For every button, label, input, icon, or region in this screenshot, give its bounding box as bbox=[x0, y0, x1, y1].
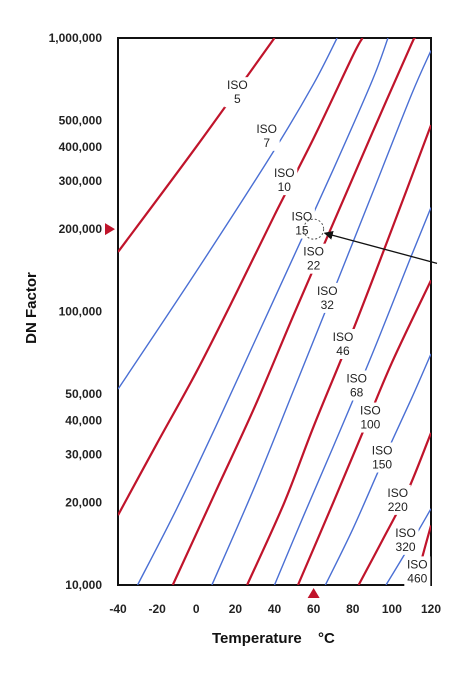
series-label-grade: 460 bbox=[407, 571, 427, 585]
operating-point-circle bbox=[303, 218, 325, 240]
series-line-iso-5 bbox=[118, 38, 276, 253]
series-label-word: ISO bbox=[227, 78, 248, 92]
series-label-bg bbox=[314, 282, 341, 313]
y-tick-label: 100,000 bbox=[59, 305, 103, 319]
series-line-iso-100 bbox=[296, 279, 431, 585]
x-axis-unit: °C bbox=[318, 630, 335, 647]
x-tick-label: 40 bbox=[268, 602, 282, 616]
series-label-grade: 68 bbox=[350, 386, 364, 400]
series-label-bg bbox=[404, 556, 431, 587]
y-axis-title: DN Factor bbox=[23, 272, 40, 344]
series-label-grade: 100 bbox=[360, 418, 380, 432]
operating-point-arrow bbox=[323, 230, 438, 264]
series-label-grade: 22 bbox=[307, 259, 321, 273]
iso-labels: ISO5ISO7ISO10ISO15ISO22ISO32ISO46ISO68IS… bbox=[224, 77, 431, 587]
series-label-bg bbox=[300, 243, 327, 274]
series-label-bg bbox=[271, 165, 298, 196]
series-label-bg bbox=[288, 208, 315, 239]
series-label-grade: 220 bbox=[388, 500, 408, 514]
series-label-word: ISO bbox=[292, 210, 313, 224]
series-line-iso-7 bbox=[118, 38, 338, 390]
series-label-grade: 150 bbox=[372, 458, 392, 472]
series-label-bg bbox=[224, 77, 251, 108]
series-label-grade: 32 bbox=[321, 298, 335, 312]
series-label-word: ISO bbox=[360, 404, 381, 418]
series-line-iso-46 bbox=[246, 124, 431, 585]
plot-frame bbox=[117, 37, 432, 586]
x-tick-label: 120 bbox=[421, 602, 441, 616]
x-tick-label: 80 bbox=[346, 602, 360, 616]
series-label-bg bbox=[329, 329, 356, 360]
y-tick-label: 30,000 bbox=[65, 448, 102, 462]
series-label-word: ISO bbox=[372, 444, 393, 458]
series-label-word: ISO bbox=[387, 486, 408, 500]
series-line-iso-15 bbox=[136, 38, 389, 585]
series-label-word: ISO bbox=[317, 284, 338, 298]
x-axis-ticks: -40 -20 0 20 40 60 80 100 120 bbox=[109, 602, 441, 616]
y-axis-ticks: 1,000,000 500,000 400,000 300,000 200,000 100… bbox=[49, 31, 103, 592]
series-label-word: ISO bbox=[274, 166, 295, 180]
y-tick-label: 300,000 bbox=[59, 174, 103, 188]
series-label-word: ISO bbox=[395, 526, 416, 540]
x-marker-arrow bbox=[307, 588, 320, 598]
series-label-grade: 46 bbox=[336, 344, 350, 358]
y-tick-label: 400,000 bbox=[59, 140, 103, 154]
series-label-word: ISO bbox=[333, 330, 354, 344]
series-label-grade: 15 bbox=[295, 224, 309, 238]
y-tick-label: 20,000 bbox=[65, 496, 102, 510]
x-tick-label: -20 bbox=[148, 602, 166, 616]
series-label-bg bbox=[343, 370, 370, 401]
y-tick-label: 200,000 bbox=[59, 222, 103, 236]
y-marker-arrow bbox=[105, 223, 115, 236]
series-line-iso-10 bbox=[118, 38, 364, 516]
x-tick-label: 0 bbox=[193, 602, 200, 616]
series-label-word: ISO bbox=[407, 557, 428, 571]
series-label-grade: 10 bbox=[278, 180, 292, 194]
series-label-word: ISO bbox=[303, 245, 324, 259]
x-axis-title: Temperature bbox=[212, 630, 302, 647]
annotations bbox=[105, 218, 438, 598]
y-tick-label: 10,000 bbox=[65, 578, 102, 592]
series-label-grade: 5 bbox=[234, 92, 241, 106]
series-label-word: ISO bbox=[256, 122, 277, 136]
y-tick-label: 50,000 bbox=[65, 387, 102, 401]
x-tick-label: 100 bbox=[382, 602, 402, 616]
series-label-word: ISO bbox=[346, 372, 367, 386]
x-tick-label: 20 bbox=[229, 602, 243, 616]
series-line-iso-220 bbox=[357, 432, 431, 585]
y-tick-label: 500,000 bbox=[59, 113, 103, 127]
series-label-grade: 7 bbox=[263, 136, 270, 150]
y-tick-label: 40,000 bbox=[65, 413, 102, 427]
series-label-bg bbox=[384, 484, 411, 515]
series-label-bg bbox=[253, 120, 280, 151]
series-line-iso-22 bbox=[171, 38, 417, 585]
series-label-bg bbox=[357, 402, 384, 433]
series-label-bg bbox=[369, 442, 396, 473]
series-label-grade: 320 bbox=[396, 540, 416, 554]
x-tick-label: -40 bbox=[109, 602, 127, 616]
y-tick-label: 1,000,000 bbox=[49, 31, 103, 45]
series-label-bg bbox=[392, 524, 419, 555]
x-tick-label: 60 bbox=[307, 602, 321, 616]
